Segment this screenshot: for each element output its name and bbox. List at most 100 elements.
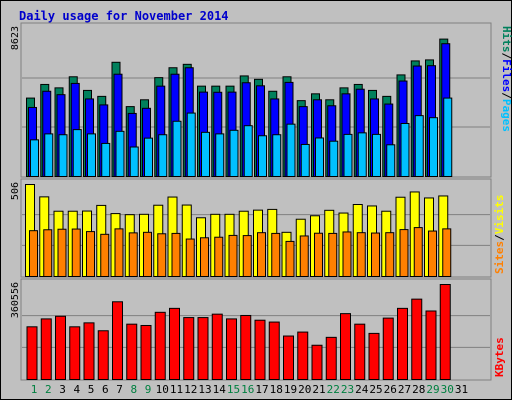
legend-visits: Visits xyxy=(493,195,506,235)
x-tick-label-day-26: 26 xyxy=(384,383,397,396)
bar-pages-day-6 xyxy=(101,142,111,177)
bar-pages-day-7 xyxy=(115,130,125,178)
x-tick-label-day-25: 25 xyxy=(369,383,382,396)
bar-pages-day-5 xyxy=(87,133,96,178)
bar-pages-day-11 xyxy=(172,120,182,177)
bar-kbytes-day-25 xyxy=(368,332,380,380)
bar-kbytes-day-13 xyxy=(197,317,209,380)
bar-kbytes-day-24 xyxy=(354,323,366,381)
bar-sites-day-16 xyxy=(242,235,252,278)
x-tick-label-day-29: 29 xyxy=(426,383,439,396)
bar-sites-day-28 xyxy=(413,227,423,278)
bar-kbytes-day-23 xyxy=(340,313,351,381)
bar-pages-day-17 xyxy=(258,135,267,177)
bar-kbytes-day-9 xyxy=(140,324,152,381)
x-tick-label-day-17: 17 xyxy=(255,383,268,396)
x-tick-label-day-12: 12 xyxy=(184,383,197,396)
legend-sites: Sites xyxy=(493,241,506,274)
bar-kbytes-day-3 xyxy=(55,315,66,381)
bar-sites-day-11 xyxy=(171,232,181,277)
bar-kbytes-day-28 xyxy=(411,298,423,380)
bar-kbytes-day-19 xyxy=(283,335,294,381)
bar-kbytes-day-6 xyxy=(97,330,109,380)
legend-sep-3: / xyxy=(493,234,506,241)
x-tick-label-day-22: 22 xyxy=(327,383,340,396)
x-tick-label-day-6: 6 xyxy=(102,383,109,396)
bar-kbytes-day-5 xyxy=(83,322,95,380)
x-tick-label-day-19: 19 xyxy=(284,383,297,396)
bar-pages-day-25 xyxy=(372,133,381,177)
bar-kbytes-day-20 xyxy=(297,331,309,380)
bar-kbytes-day-29 xyxy=(425,310,437,380)
bar-kbytes-day-15 xyxy=(226,318,237,380)
bar-pages-day-10 xyxy=(158,134,168,177)
bar-sites-day-20 xyxy=(299,235,309,277)
bar-pages-day-15 xyxy=(229,129,239,178)
bar-sites-day-4 xyxy=(71,228,81,277)
x-tick-label-day-5: 5 xyxy=(88,383,95,396)
legend-hits: Hits xyxy=(500,26,512,53)
bar-kbytes-day-18 xyxy=(268,321,280,381)
bar-pages-day-19 xyxy=(286,123,296,177)
panel-kbytes-ymax-label: 360556 xyxy=(10,282,21,318)
x-tick-label-day-24: 24 xyxy=(355,383,369,396)
bar-kbytes-day-7 xyxy=(112,301,123,381)
bar-sites-day-17 xyxy=(257,232,266,278)
bar-sites-day-23 xyxy=(342,231,352,277)
bar-sites-day-19 xyxy=(285,240,295,277)
x-tick-label-day-21: 21 xyxy=(312,383,325,396)
bar-pages-day-22 xyxy=(329,140,339,178)
bar-pages-day-24 xyxy=(357,132,367,178)
bar-pages-day-27 xyxy=(400,122,410,177)
bar-kbytes-day-4 xyxy=(69,326,81,381)
bar-kbytes-day-26 xyxy=(382,317,394,380)
panel-hits-ymax-label: 8623 xyxy=(10,26,21,50)
bar-sites-day-24 xyxy=(356,232,366,278)
bar-pages-day-23 xyxy=(343,133,353,177)
bar-sites-day-2 xyxy=(43,229,53,277)
bar-kbytes-day-21 xyxy=(311,344,323,380)
bar-kbytes-day-11 xyxy=(169,307,180,380)
bar-sites-day-1 xyxy=(29,230,38,278)
bar-pages-day-26 xyxy=(386,144,396,177)
bar-pages-day-2 xyxy=(44,133,54,178)
bar-sites-day-14 xyxy=(214,236,224,278)
x-tick-label-day-16: 16 xyxy=(241,383,254,396)
x-tick-label-day-28: 28 xyxy=(412,383,425,396)
x-tick-label-day-18: 18 xyxy=(270,383,283,396)
bar-sites-day-26 xyxy=(385,232,395,278)
bar-pages-day-21 xyxy=(315,137,324,178)
x-tick-label-day-9: 9 xyxy=(145,383,152,396)
bar-kbytes-day-30 xyxy=(439,284,451,380)
x-tick-label-day-15: 15 xyxy=(227,383,240,396)
x-tick-label-day-2: 2 xyxy=(45,383,52,396)
x-tick-label-day-3: 3 xyxy=(59,383,66,396)
bar-pages-day-3 xyxy=(58,134,68,177)
bar-sites-day-6 xyxy=(100,233,110,277)
bar-sites-day-30 xyxy=(442,228,452,277)
x-tick-label-day-20: 20 xyxy=(298,383,311,396)
panel-kbytes-bars xyxy=(26,284,451,381)
bar-sites-day-10 xyxy=(157,233,167,277)
bar-sites-day-15 xyxy=(228,234,238,277)
bar-pages-day-30 xyxy=(443,97,453,177)
x-tick-label-day-23: 23 xyxy=(341,383,354,396)
legend-sep-1: / xyxy=(500,53,512,60)
legend-files: Files xyxy=(500,59,512,92)
bar-kbytes-day-27 xyxy=(397,307,408,380)
x-tick-label-day-1: 1 xyxy=(31,383,38,396)
bar-sites-day-29 xyxy=(428,230,437,277)
bar-sites-day-12 xyxy=(185,238,195,277)
bar-pages-day-1 xyxy=(30,139,39,177)
x-tick-label-day-30: 30 xyxy=(441,383,454,396)
bar-kbytes-day-2 xyxy=(40,318,52,380)
x-tick-label-day-7: 7 xyxy=(116,383,123,396)
bar-pages-day-28 xyxy=(414,115,424,177)
panel-visits-vertical-legend: Sites/Visits xyxy=(493,195,506,275)
bar-sites-day-18 xyxy=(271,232,281,277)
legend-sep-2: / xyxy=(500,92,512,99)
bar-sites-day-21 xyxy=(314,232,323,278)
panel-visits-ymax-label: 506 xyxy=(10,182,21,200)
bar-kbytes-day-12 xyxy=(183,317,195,380)
panel-hits-vertical-legend: Hits/Files/Pages xyxy=(500,26,512,132)
